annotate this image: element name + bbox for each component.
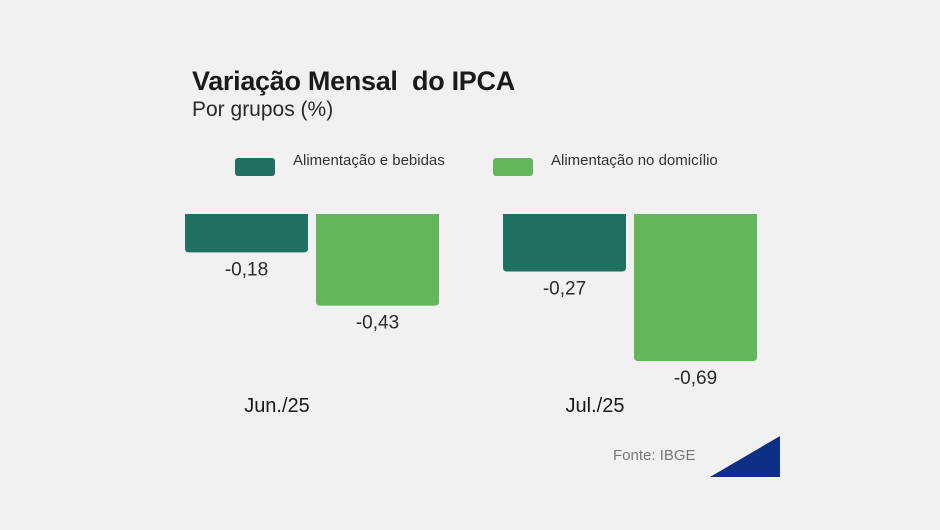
legend-label-alimentacao-bebidas: Alimentação e bebidas [293, 152, 445, 169]
bar-alimentacao-domicilio-0 [316, 214, 439, 306]
bar-alimentacao-bebidas-0 [185, 214, 308, 253]
legend-label-alimentacao-domicilio: Alimentação no domicílio [551, 152, 718, 169]
chart-subtitle: Por grupos (%) [192, 98, 334, 121]
data-label-alimentacao-domicilio-0: -0,43 [356, 313, 399, 334]
data-label-alimentacao-bebidas-1: -0,27 [543, 279, 586, 300]
data-label-alimentacao-bebidas-0: -0,18 [225, 259, 268, 280]
corner-triangle-decoration [710, 436, 780, 477]
data-label-alimentacao-domicilio-1: -0,69 [674, 368, 717, 389]
chart-title: Variação Mensal do IPCA [192, 66, 515, 96]
category-label-0: Jun./25 [244, 395, 310, 417]
source-label: Fonte: IBGE [613, 447, 696, 464]
legend-swatch-alimentacao-bebidas [235, 158, 275, 176]
legend-swatch-alimentacao-domicilio [493, 158, 533, 176]
category-label-1: Jul./25 [566, 395, 625, 417]
bar-alimentacao-domicilio-1 [634, 214, 757, 361]
bar-alimentacao-bebidas-1 [503, 214, 626, 272]
